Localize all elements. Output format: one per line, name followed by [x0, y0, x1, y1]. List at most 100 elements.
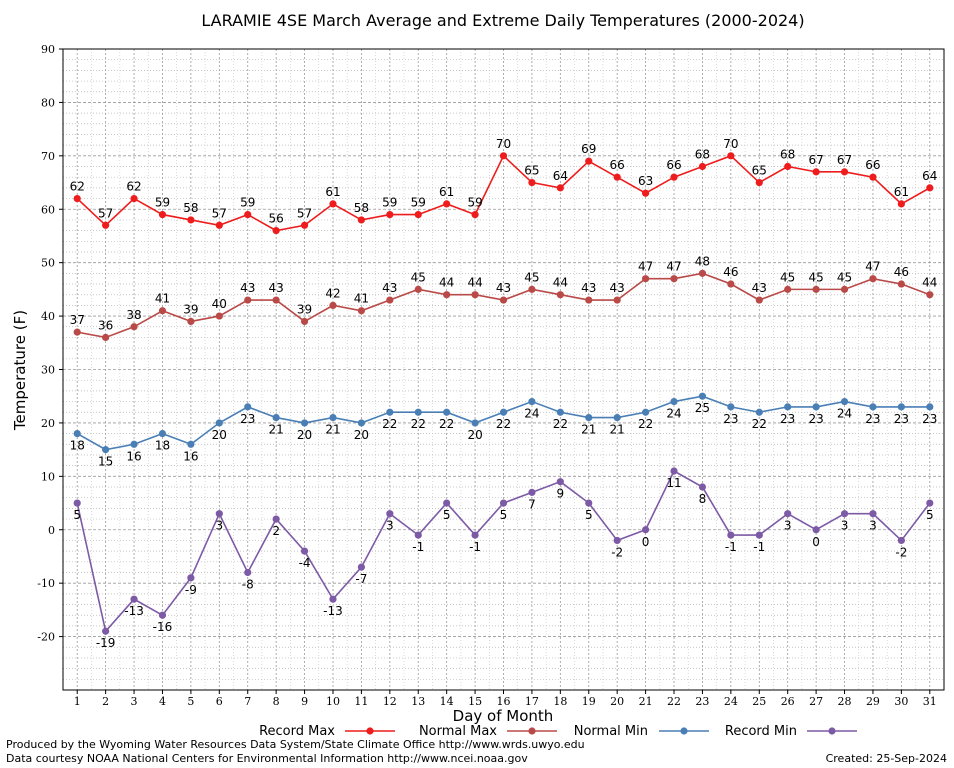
data-label: 65 — [524, 164, 539, 178]
data-label: 58 — [183, 201, 198, 215]
data-label: 67 — [808, 153, 823, 167]
data-point — [784, 403, 792, 411]
data-point — [215, 221, 223, 229]
data-point — [613, 536, 621, 545]
data-point — [812, 526, 820, 534]
data-point — [414, 285, 422, 293]
series-record-max: 62 57 62 59 58 57 59 56 57 61 58 59 59 61 59 70 65 64 69 66… — [70, 137, 937, 235]
data-point — [187, 574, 195, 582]
data-label: 8 — [699, 492, 707, 506]
data-point — [528, 178, 536, 187]
x-tick-label: 25 — [752, 695, 766, 708]
data-label: 61 — [439, 185, 454, 199]
x-tick-label: 31 — [923, 695, 937, 708]
x-axis-label: Day of Month — [453, 707, 554, 725]
data-point — [272, 413, 280, 422]
series-record-min: 5-19-13-16-93-82-4-13-73-15-15795-20118-… — [73, 467, 934, 650]
data-point — [73, 194, 81, 203]
data-label: -13 — [124, 604, 144, 618]
data-label: 25 — [695, 401, 710, 415]
y-tick-label: 10 — [41, 470, 55, 483]
x-tick-label: 23 — [695, 695, 709, 708]
data-label: -4 — [299, 556, 311, 570]
data-label: 45 — [411, 270, 426, 284]
x-tick-label: 26 — [781, 695, 795, 708]
data-point — [869, 275, 877, 283]
data-label: 23 — [865, 412, 880, 426]
data-label: 21 — [325, 423, 340, 437]
data-point — [443, 291, 451, 299]
data-point — [386, 296, 394, 304]
data-label: 70 — [723, 137, 738, 151]
data-point — [414, 531, 422, 539]
data-label: 56 — [269, 212, 284, 226]
data-point — [840, 285, 849, 293]
x-tick-label: 24 — [724, 695, 738, 708]
data-label: 24 — [666, 407, 681, 421]
data-point — [755, 296, 763, 304]
data-label: 20 — [354, 428, 369, 442]
data-label: 43 — [269, 281, 284, 295]
data-point — [187, 440, 195, 448]
data-label: 5 — [500, 508, 508, 522]
data-label: -1 — [469, 540, 481, 554]
data-label: -2 — [611, 545, 623, 559]
data-label: 57 — [98, 206, 113, 220]
data-label: 59 — [467, 196, 482, 210]
legend-item: Record Max — [259, 724, 395, 739]
data-point — [670, 173, 678, 181]
y-axis-label: Temperature (F) — [11, 310, 29, 431]
data-point — [897, 280, 905, 288]
data-point — [840, 168, 849, 176]
data-label: 37 — [70, 313, 85, 327]
data-point — [755, 178, 763, 187]
data-label: 3 — [869, 519, 877, 533]
data-point — [443, 200, 451, 208]
data-label: 59 — [155, 196, 170, 210]
x-tick-label: 15 — [468, 695, 482, 708]
data-point — [897, 403, 905, 411]
data-point — [528, 397, 536, 406]
data-label: 47 — [666, 260, 681, 274]
data-label: 45 — [780, 270, 795, 284]
y-tick-label: 50 — [41, 257, 55, 270]
data-label: 59 — [382, 196, 397, 210]
data-label: 24 — [524, 407, 539, 421]
data-point — [641, 189, 650, 197]
data-label: 58 — [354, 201, 369, 215]
data-label: -13 — [323, 604, 343, 618]
data-point — [784, 510, 792, 518]
data-label: 24 — [837, 407, 852, 421]
y-tick-label: -10 — [37, 577, 55, 590]
data-label: -7 — [355, 572, 367, 586]
data-label: 21 — [610, 423, 625, 437]
data-label: 66 — [610, 158, 625, 172]
data-point — [300, 419, 309, 427]
data-label: 48 — [695, 254, 710, 268]
data-point — [613, 173, 621, 181]
data-label: 61 — [894, 185, 909, 199]
data-label: 39 — [183, 302, 198, 316]
data-point — [102, 333, 110, 342]
x-tick-label: 21 — [639, 695, 653, 708]
data-label: 5 — [73, 508, 81, 522]
data-label: 11 — [666, 476, 681, 490]
data-label: 21 — [269, 423, 284, 437]
data-label: -1 — [753, 540, 765, 554]
data-label: 57 — [212, 206, 227, 220]
data-label: 43 — [240, 281, 255, 295]
x-tick-label: 9 — [301, 695, 308, 708]
data-point — [698, 483, 707, 491]
data-label: 65 — [752, 164, 767, 178]
data-point — [812, 168, 820, 176]
data-point — [641, 526, 650, 534]
data-label: 23 — [894, 412, 909, 426]
data-label: 5 — [443, 508, 451, 522]
footer-data-source: Data courtesy NOAA National Centers for … — [6, 752, 528, 765]
x-tick-label: 3 — [131, 695, 138, 708]
data-point — [556, 408, 564, 416]
data-point — [130, 595, 138, 603]
data-label: -19 — [96, 636, 116, 650]
data-point — [641, 408, 650, 416]
